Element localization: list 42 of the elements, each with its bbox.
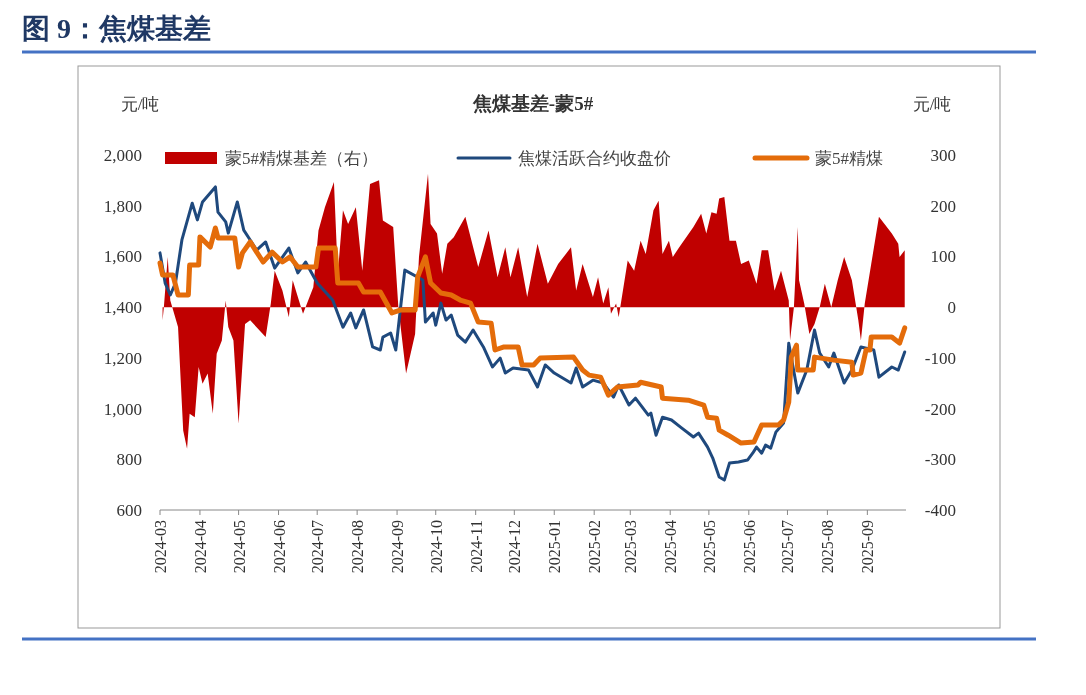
y2-tick-label: -100 [924, 348, 956, 368]
y2-tick-label: 100 [930, 247, 956, 267]
y-tick-label: 1,400 [103, 298, 142, 318]
x-tick-label: 2024-07 [309, 520, 327, 574]
y2-tick-label: 0 [947, 298, 956, 318]
y2-tick-label: -200 [924, 399, 956, 419]
y-tick-label: 2,000 [103, 146, 142, 165]
legend-label: 焦煤活跃合约收盘价 [518, 149, 671, 168]
y-tick-label: 1,000 [103, 399, 142, 419]
legend-label: 蒙5#精煤基差（右） [225, 149, 378, 168]
x-tick-label: 2025-07 [779, 520, 797, 574]
x-tick-label: 2025-05 [700, 520, 718, 574]
y2-tick-label: -300 [924, 450, 956, 470]
chart-subtitle: 焦煤基差-蒙5# [471, 93, 594, 114]
x-tick-label: 2024-12 [506, 520, 524, 574]
x-tick-label: 2025-03 [622, 520, 640, 574]
x-tick-label: 2024-09 [389, 520, 407, 574]
x-tick-label: 2024-11 [467, 520, 485, 573]
chart-title: 图 9：焦煤基差 [22, 13, 211, 44]
y2-axis-title: 元/吨 [912, 95, 952, 114]
y2-tick-label: -400 [924, 501, 956, 520]
y-tick-label: 1,800 [103, 196, 142, 216]
x-tick-label: 2024-04 [191, 520, 209, 574]
x-tick-label: 2024-08 [349, 520, 367, 574]
y-tick-label: 800 [116, 450, 142, 470]
y-tick-label: 1,200 [103, 348, 142, 368]
y-tick-label: 1,600 [103, 247, 142, 267]
x-tick-label: 2024-06 [270, 520, 288, 574]
x-tick-label: 2025-01 [546, 520, 564, 574]
x-tick-label: 2024-10 [427, 520, 445, 574]
y2-tick-label: 200 [930, 196, 956, 216]
y2-tick-label: 300 [930, 146, 956, 165]
x-tick-label: 2025-04 [662, 520, 680, 574]
x-tick-label: 2025-08 [819, 520, 837, 574]
x-tick-label: 2024-05 [230, 520, 248, 574]
x-tick-label: 2025-02 [586, 520, 604, 574]
y-tick-label: 600 [116, 501, 142, 520]
x-tick-label: 2025-06 [740, 520, 758, 574]
legend-label: 蒙5#精煤 [815, 149, 883, 168]
y-axis-title: 元/吨 [120, 95, 160, 114]
x-tick-label: 2025-09 [859, 520, 877, 574]
x-tick-label: 2024-03 [152, 520, 169, 574]
